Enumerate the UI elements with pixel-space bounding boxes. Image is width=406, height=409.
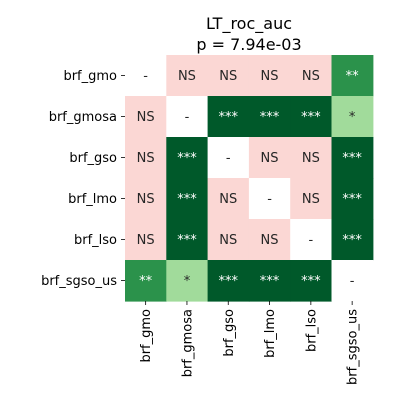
heatmap-cell xyxy=(125,96,167,138)
heatmap-cell xyxy=(248,55,291,97)
heatmap-cell xyxy=(207,96,250,138)
heatmap-cell-label: ** xyxy=(346,69,360,84)
heatmap-cell xyxy=(248,96,291,138)
heatmap-cell-label: NS xyxy=(219,192,237,207)
heatmap-cell-label: NS xyxy=(219,69,237,84)
heatmap-cell xyxy=(290,137,333,179)
heatmap-cell-label: NS xyxy=(261,233,279,248)
heatmap-cell-label: *** xyxy=(177,233,197,248)
heatmap-cell xyxy=(248,178,291,220)
heatmap-cell-label: *** xyxy=(342,151,362,166)
chart-title: LT_roc_auc xyxy=(206,14,292,34)
heatmap-cell xyxy=(207,219,250,261)
heatmap-cell xyxy=(125,137,167,179)
row-label: brf_gmosa xyxy=(49,110,117,125)
row-labels: brf_gmo brf_gmosa brf_gso brf_lmo brf_lsobrf… xyxy=(41,69,125,289)
heatmap-cell-label: NS xyxy=(302,151,320,166)
heatmap-cell-label: NS xyxy=(137,110,155,125)
heatmap-cell-label: * xyxy=(349,110,356,125)
heatmap-cell-label: *** xyxy=(177,192,197,207)
heatmap-cell-label: *** xyxy=(342,192,362,207)
heatmap-cell xyxy=(207,137,250,179)
heatmap-cell xyxy=(125,219,167,261)
heatmap-cell-label: NS xyxy=(261,151,279,166)
heatmap-cell xyxy=(248,219,291,261)
heatmap-cell xyxy=(207,55,250,97)
column-label: brf_lso xyxy=(304,309,319,352)
heatmap-cell xyxy=(248,137,291,179)
heatmap-cell-label: NS xyxy=(137,192,155,207)
heatmap-cell-label: *** xyxy=(260,274,280,289)
heatmap-cell xyxy=(125,178,167,220)
heatmap-cell-label: NS xyxy=(137,233,155,248)
heatmap-cell xyxy=(248,260,291,302)
heatmap-cell xyxy=(331,55,374,97)
heatmap-cell-label: - xyxy=(267,192,272,207)
heatmap-cell-label: - xyxy=(226,151,231,166)
heatmap-cell xyxy=(207,260,250,302)
row-label: brf_gmo xyxy=(63,69,117,84)
column-label: brf_gso xyxy=(222,309,237,357)
heatmap-cell xyxy=(331,260,374,302)
heatmap-cell-label: *** xyxy=(177,151,197,166)
heatmap-cell-label: *** xyxy=(260,110,280,125)
heatmap-cell xyxy=(166,137,209,179)
row-label: brf_lmo xyxy=(68,192,117,207)
row-label: brf_gso xyxy=(69,151,117,166)
heatmap-cell xyxy=(166,219,209,261)
heatmap-cell-label: *** xyxy=(342,233,362,248)
column-label: brf_sgso_us xyxy=(346,309,361,385)
heatmap-cell xyxy=(331,178,374,220)
heatmap-cell-label: - xyxy=(143,69,148,84)
row-label: brf_lso xyxy=(74,233,117,248)
chart-subtitle: p = 7.94e-03 xyxy=(196,35,301,54)
heatmap-cell xyxy=(290,260,333,302)
heatmap-cell xyxy=(125,260,167,302)
column-label: brf_gmo xyxy=(139,309,154,363)
heatmap-cell xyxy=(331,137,374,179)
heatmap-cell-label: NS xyxy=(219,233,237,248)
heatmap-cell-label: NS xyxy=(302,69,320,84)
heatmap-cell xyxy=(331,96,374,138)
heatmap-cell-label: NS xyxy=(178,69,196,84)
heatmap-cell xyxy=(166,260,209,302)
heatmap-cell xyxy=(166,55,209,97)
heatmap-cell-label: NS xyxy=(261,69,279,84)
heatmap-cell-label: *** xyxy=(301,274,321,289)
column-label: brf_lmo xyxy=(263,309,278,358)
heatmap-cell xyxy=(207,178,250,220)
heatmap-cell xyxy=(125,55,167,97)
heatmap-cell xyxy=(166,178,209,220)
heatmap-cell-label: - xyxy=(350,274,355,289)
row-label: brf_sgso_us xyxy=(41,274,117,289)
heatmap-cell xyxy=(290,96,333,138)
column-label: brf_gmosa xyxy=(180,309,195,377)
heatmap-cell xyxy=(166,96,209,138)
column-labels: brf_gmo brf_gmosa brf_gso brf_lmo brf_lso brf… xyxy=(139,301,361,385)
heatmap-cell-label: - xyxy=(308,233,313,248)
heatmap-cell-label: NS xyxy=(137,151,155,166)
heatmap-cell xyxy=(290,219,333,261)
heatmap-cell xyxy=(290,178,333,220)
heatmap-cell-label: *** xyxy=(301,110,321,125)
heatmap-cell-label: ** xyxy=(139,274,153,289)
heatmap-cells: - NS NS NS NS **NS - *** *** *** *NS *** - NS NS ***NS *… xyxy=(125,55,374,302)
heatmap-cell-label: NS xyxy=(302,192,320,207)
heatmap-cell-label: *** xyxy=(219,110,239,125)
heatmap-cell xyxy=(331,219,374,261)
heatmap-cell-label: * xyxy=(184,274,191,289)
heatmap-cell-label: - xyxy=(185,110,190,125)
heatmap-cell-label: *** xyxy=(219,274,239,289)
heatmap-cell xyxy=(290,55,333,97)
